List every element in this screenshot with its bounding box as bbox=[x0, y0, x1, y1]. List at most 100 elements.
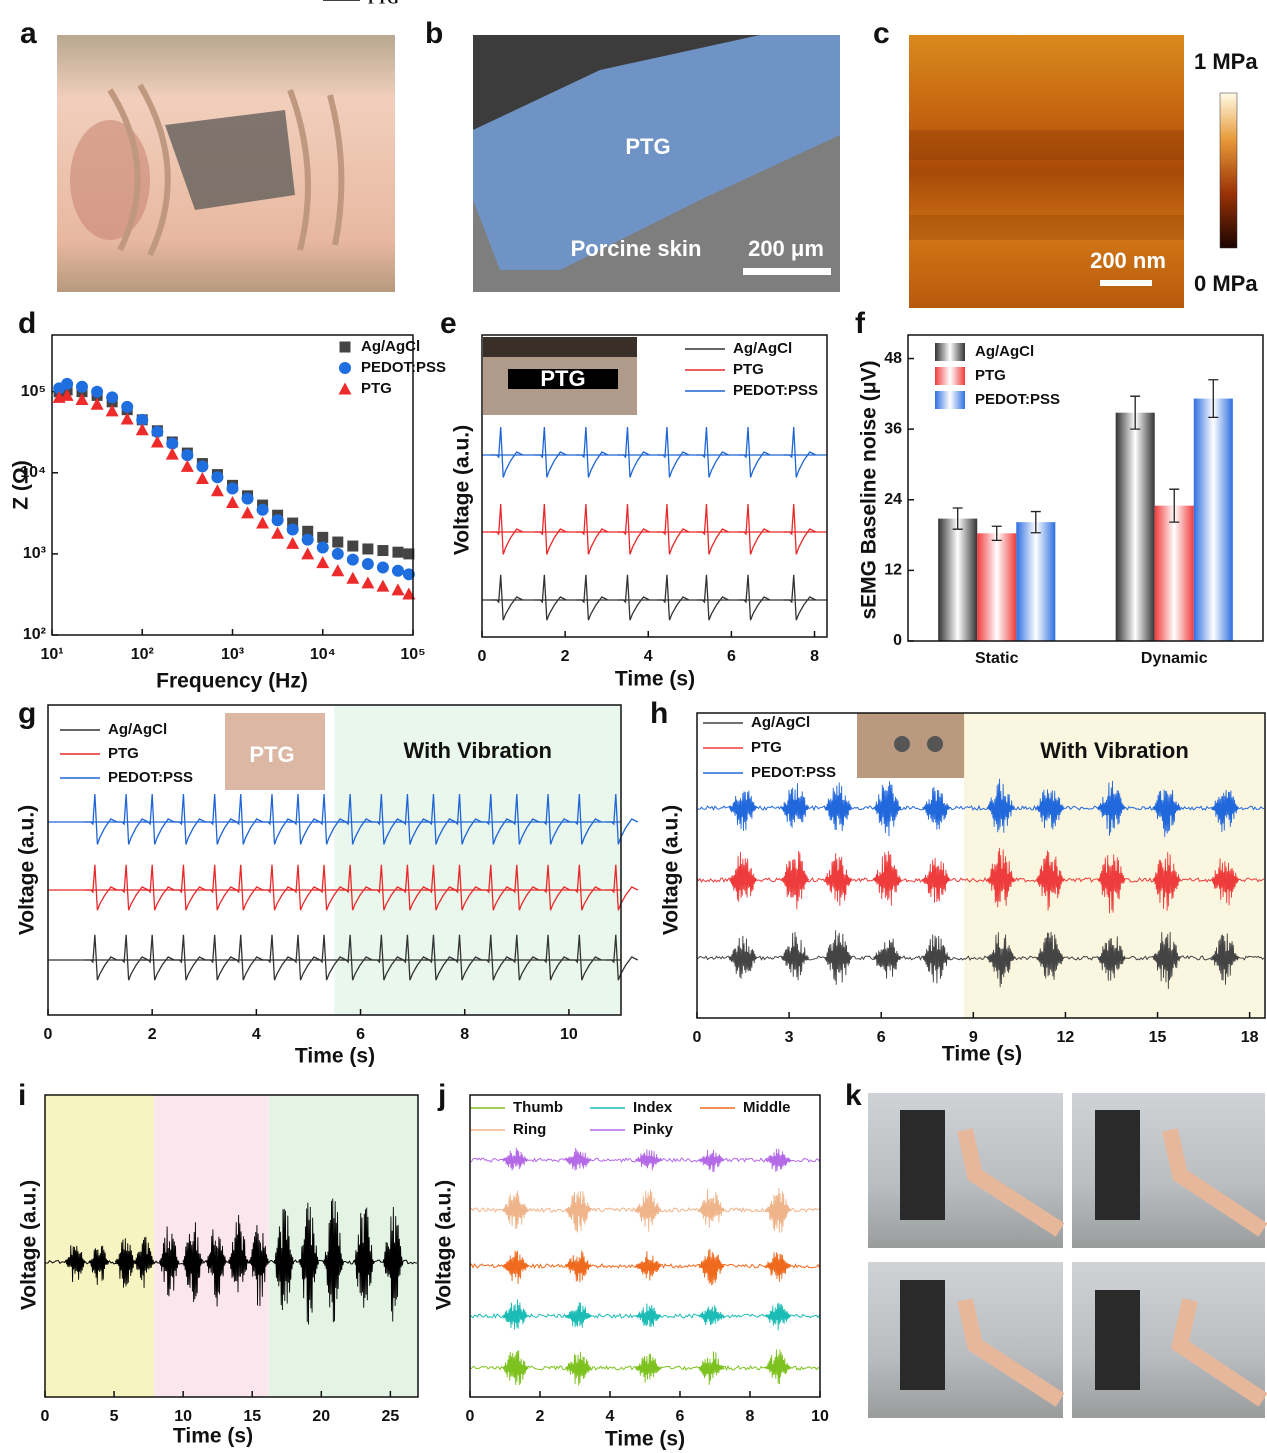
burst bbox=[635, 1189, 662, 1232]
marker bbox=[271, 526, 285, 539]
plot-frame bbox=[907, 334, 1264, 642]
x-tick-label: 4 bbox=[252, 1026, 261, 1043]
legend-marker bbox=[339, 362, 351, 374]
pulse bbox=[534, 574, 567, 621]
pulse bbox=[605, 793, 639, 845]
pulse bbox=[506, 864, 540, 911]
region-label: With Vibration bbox=[404, 738, 553, 763]
burst bbox=[1152, 931, 1181, 989]
pulse bbox=[656, 574, 690, 621]
panel-label: a bbox=[20, 17, 37, 50]
burst bbox=[158, 1226, 180, 1297]
marker bbox=[391, 564, 404, 577]
x-axis-title: Time (s) bbox=[942, 1043, 1022, 1066]
pulse bbox=[116, 934, 149, 981]
panel-label: k bbox=[845, 1079, 862, 1112]
panel-label: i bbox=[18, 1079, 26, 1112]
legend-label: PTG bbox=[368, 0, 399, 7]
plot-frame bbox=[469, 1094, 821, 1398]
x-tick-label: Dynamic bbox=[1141, 650, 1208, 667]
x-tick-label: 0 bbox=[41, 1408, 50, 1425]
pulse bbox=[569, 864, 602, 911]
marker bbox=[392, 546, 404, 558]
burst bbox=[873, 781, 902, 837]
marker bbox=[347, 540, 359, 552]
pulse bbox=[490, 426, 523, 478]
x-tick-label: 10³ bbox=[221, 646, 244, 663]
y-tick-label: 0 bbox=[893, 632, 902, 649]
legend-label: Ring bbox=[513, 1121, 546, 1138]
burst bbox=[565, 1302, 592, 1328]
legend-label: Ag/AgCl bbox=[751, 714, 810, 731]
x-tick-label: 15 bbox=[1149, 1029, 1167, 1046]
pulse bbox=[605, 934, 639, 981]
error-bar bbox=[1030, 510, 1041, 534]
error-bar bbox=[1169, 488, 1180, 523]
marker bbox=[60, 388, 74, 401]
x-tick-label: 5 bbox=[110, 1408, 119, 1425]
x-tick-label: 15 bbox=[243, 1408, 261, 1425]
legend-label: PTG bbox=[751, 739, 782, 756]
marker bbox=[316, 556, 330, 569]
pulse bbox=[783, 503, 817, 555]
burst bbox=[565, 1147, 592, 1171]
marker bbox=[90, 397, 104, 410]
pulse bbox=[423, 934, 456, 981]
bar bbox=[1115, 412, 1155, 641]
panel-label: j bbox=[437, 1079, 446, 1112]
x-tick-label: 0 bbox=[44, 1026, 53, 1043]
burst bbox=[780, 932, 810, 981]
pulse bbox=[204, 793, 237, 845]
burst bbox=[1210, 789, 1240, 833]
burst bbox=[823, 782, 853, 832]
pulse bbox=[204, 934, 237, 981]
burst bbox=[728, 851, 758, 902]
burst bbox=[353, 1207, 375, 1308]
burst bbox=[502, 1350, 529, 1386]
pulse bbox=[84, 934, 118, 981]
x-tick-label: 18 bbox=[1241, 1029, 1259, 1046]
burst bbox=[873, 938, 902, 979]
pulse bbox=[423, 793, 456, 845]
pulse bbox=[656, 503, 690, 555]
panel-label: c bbox=[873, 17, 890, 50]
pulse bbox=[569, 934, 602, 981]
pulse bbox=[738, 574, 771, 621]
panel-label: b bbox=[425, 17, 443, 50]
pulse bbox=[656, 426, 690, 478]
pulse bbox=[371, 864, 404, 911]
burst bbox=[780, 850, 810, 910]
marker bbox=[226, 496, 239, 509]
x-tick-label: 3 bbox=[785, 1029, 794, 1046]
y-axis-title: Z (Ω) bbox=[10, 460, 33, 510]
x-tick-label: 10² bbox=[131, 646, 154, 663]
burst bbox=[565, 1250, 592, 1283]
pulse bbox=[230, 864, 264, 911]
marker bbox=[346, 571, 360, 584]
pulse bbox=[617, 574, 650, 621]
inset-photo: PTG bbox=[483, 337, 637, 415]
marker bbox=[105, 404, 119, 417]
burst bbox=[323, 1198, 344, 1323]
x-tick-label: 0 bbox=[466, 1408, 475, 1425]
burst bbox=[986, 778, 1015, 833]
legend-label: PEDOT:PSS bbox=[108, 769, 193, 786]
marker bbox=[241, 506, 255, 519]
x-axis-title: Time (s) bbox=[173, 1425, 253, 1448]
inset-photo bbox=[857, 713, 965, 778]
marker bbox=[256, 503, 269, 516]
shaded-region bbox=[45, 1095, 155, 1397]
pulse bbox=[261, 934, 295, 981]
pulse bbox=[261, 793, 295, 845]
panel-label: d bbox=[18, 307, 36, 340]
burst bbox=[65, 1245, 86, 1283]
x-tick-label: 10⁵ bbox=[400, 646, 425, 663]
burst bbox=[502, 1250, 529, 1284]
burst bbox=[873, 851, 902, 906]
marker bbox=[301, 533, 314, 546]
marker bbox=[120, 412, 134, 425]
pulse bbox=[371, 934, 404, 981]
burst bbox=[698, 1149, 725, 1173]
marker bbox=[331, 564, 345, 577]
x-tick-label: 10 bbox=[560, 1026, 578, 1043]
